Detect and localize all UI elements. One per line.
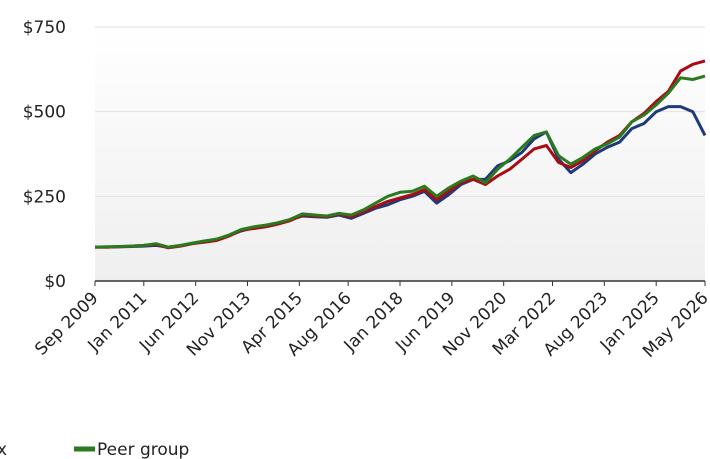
series-line: [94, 74, 706, 249]
legend-label: Peer group: [97, 440, 189, 459]
legend-label: x: [0, 440, 7, 459]
plot-background: [95, 27, 705, 281]
y-tick-label: $750: [23, 18, 66, 38]
y-tick-label: $250: [23, 187, 66, 207]
y-tick-label: $500: [23, 103, 66, 123]
y-tick-label: $0: [44, 272, 66, 292]
